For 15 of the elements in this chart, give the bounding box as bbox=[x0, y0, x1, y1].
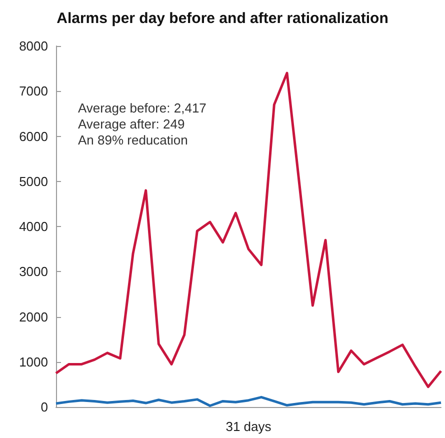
line-series bbox=[54, 72, 442, 388]
chart-title: Alarms per day before and after rationalization bbox=[56, 10, 388, 27]
y-tick-label: 4000 bbox=[19, 219, 48, 234]
annotation: Average after: 249 bbox=[78, 116, 185, 132]
y-tick-label: 3000 bbox=[19, 264, 48, 280]
y-tick-label: 7000 bbox=[19, 84, 48, 99]
x-axis-title: 31 days bbox=[226, 419, 272, 434]
annotation: An 89% reducation bbox=[78, 132, 188, 148]
y-tick-label: 1000 bbox=[19, 354, 48, 370]
y-tick-label: 5000 bbox=[19, 174, 48, 189]
y-tick-label: 0 bbox=[40, 400, 48, 415]
annotation: Average before: 2,417 bbox=[78, 100, 206, 116]
y-tick-label: 8000 bbox=[19, 38, 48, 54]
y-tick-label: 6000 bbox=[19, 128, 48, 144]
y-tick-label: 2000 bbox=[19, 309, 48, 324]
